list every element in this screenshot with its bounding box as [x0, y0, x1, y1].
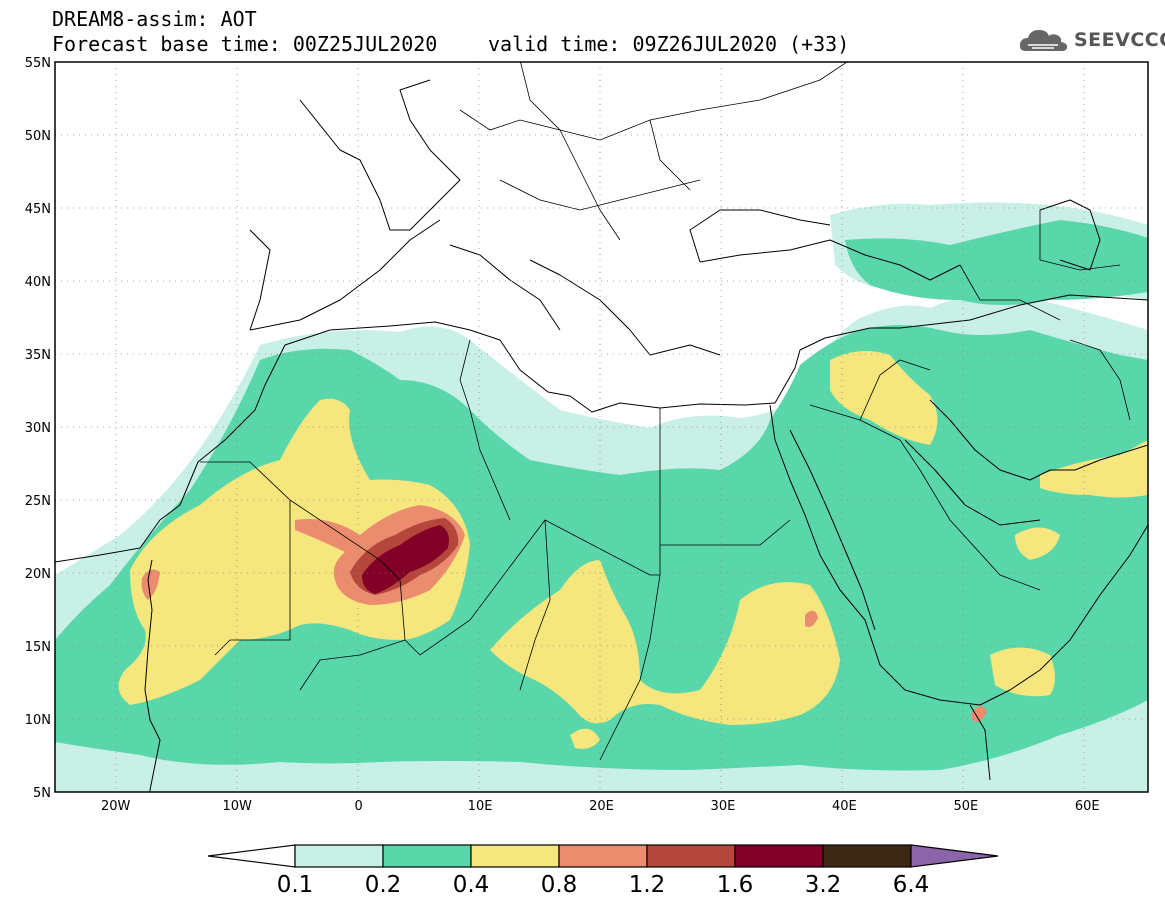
- forecast-base-time: Forecast base time: 00Z25JUL2020: [52, 32, 438, 56]
- lon-tick-label: 10E: [468, 799, 493, 814]
- lon-tick-label: 0: [354, 799, 362, 814]
- map-title: DREAM8-assim: AOT: [52, 7, 257, 31]
- colorbar-label: 1.2: [628, 872, 666, 898]
- lat-tick-label: 20N: [25, 567, 51, 582]
- colorbar: [207, 844, 999, 868]
- lat-lon-grid: [55, 62, 1148, 792]
- lat-tick-label: 30N: [25, 421, 51, 436]
- country-borders: [200, 62, 1131, 761]
- colorbar-label: 0.2: [364, 872, 402, 898]
- valid-time: valid time: 09Z26JUL2020 (+33): [488, 32, 850, 56]
- lat-tick-label: 40N: [25, 275, 51, 290]
- axis-labels: 20W 10W 0 10E 20E 30E 40E 50E 60E 55N 50N 45N 40N 35N…: [25, 56, 1100, 814]
- seevccc-logo: SEEVCCC: [1018, 24, 1165, 56]
- lat-tick-label: 55N: [25, 56, 51, 71]
- colorbar-label: 0.4: [452, 872, 490, 898]
- logo-text: SEEVCCC: [1074, 29, 1165, 51]
- colorbar-high-arrow: [910, 844, 999, 868]
- colorbar-swatch-0.2-0.4: [382, 844, 472, 868]
- lon-tick-label: 60E: [1075, 799, 1100, 814]
- colorbar-low-arrow: [207, 844, 296, 868]
- colorbar-swatch-0.4-0.8: [470, 844, 560, 868]
- colorbar-swatch-0.1-0.2: [294, 844, 384, 868]
- lon-tick-label: 50E: [953, 799, 978, 814]
- lon-tick-label: 40E: [832, 799, 857, 814]
- lat-tick-label: 25N: [25, 494, 51, 509]
- map-frame: [54, 61, 1149, 793]
- cloud-icon: [1019, 30, 1068, 51]
- lon-tick-label: 30E: [711, 799, 736, 814]
- colorbar-swatch-1.2-1.6: [646, 844, 736, 868]
- lat-tick-label: 45N: [25, 202, 51, 217]
- lat-tick-label: 5N: [33, 786, 51, 801]
- colorbar-label: 0.1: [276, 872, 314, 898]
- lat-tick-label: 50N: [25, 129, 51, 144]
- lon-tick-label: 10W: [222, 799, 252, 814]
- colorbar-label: 3.2: [804, 872, 842, 898]
- colorbar-swatch-3.2-6.4: [822, 844, 912, 868]
- aot-contour-1.6: [362, 525, 449, 594]
- lat-tick-label: 15N: [25, 640, 51, 655]
- colorbar-swatch-1.6-3.2: [734, 844, 824, 868]
- lat-tick-label: 35N: [25, 348, 51, 363]
- lon-tick-label: 20W: [101, 799, 131, 814]
- colorbar-label: 0.8: [540, 872, 578, 898]
- lon-tick-label: 20E: [589, 799, 614, 814]
- colorbar-label: 6.4: [892, 872, 930, 898]
- lat-tick-label: 10N: [25, 713, 51, 728]
- colorbar-swatch-0.8-1.2: [558, 844, 648, 868]
- coastlines: [55, 79, 1148, 792]
- colorbar-label: 1.6: [716, 872, 754, 898]
- aot-contour-0.4: [118, 351, 1148, 749]
